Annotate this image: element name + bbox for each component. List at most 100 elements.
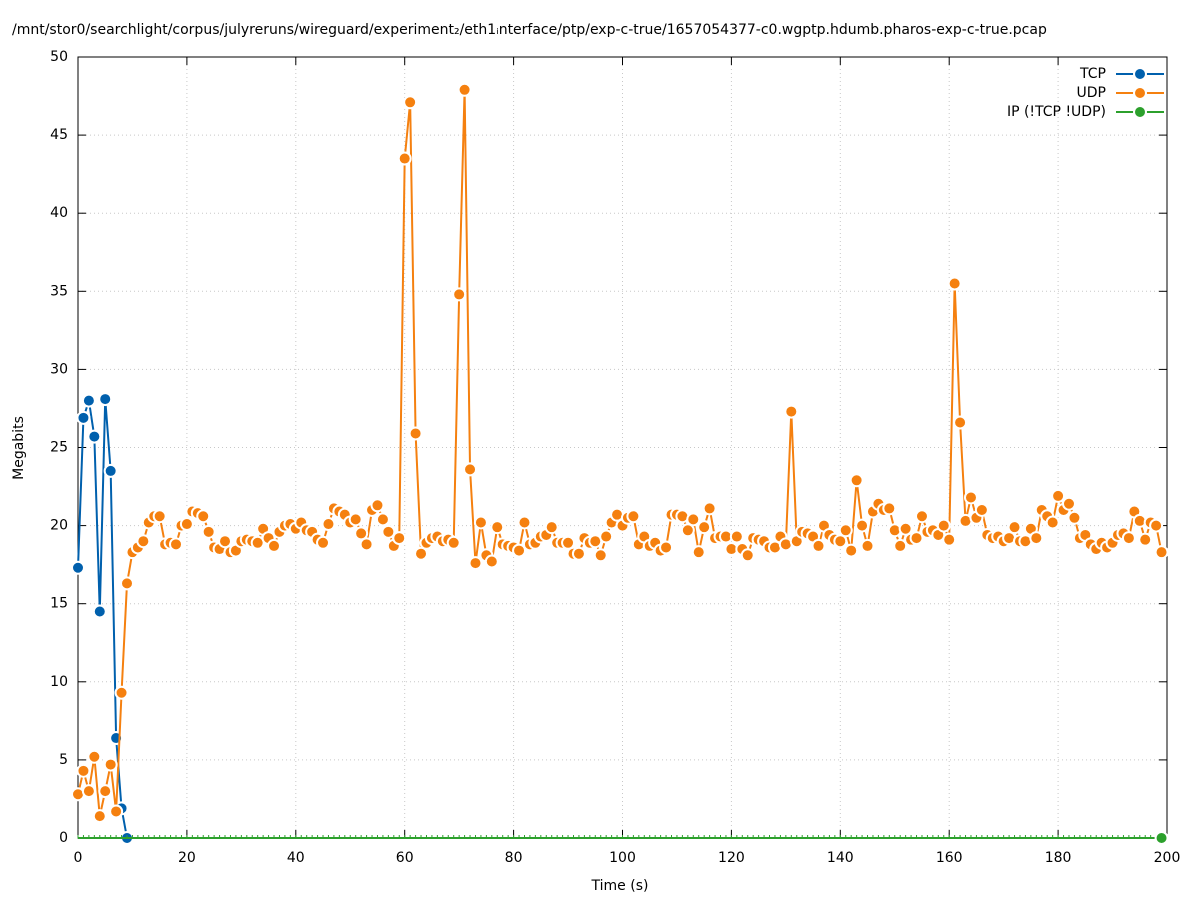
x-tick-label: 120 — [718, 850, 745, 866]
data-point — [898, 521, 913, 536]
data-point — [593, 548, 608, 563]
x-tick-label: 0 — [74, 850, 83, 866]
data-point — [914, 509, 929, 524]
y-tick-label: 25 — [50, 440, 68, 456]
data-point — [1154, 831, 1169, 845]
data-point — [76, 410, 91, 425]
data-point — [953, 415, 968, 430]
data-point — [267, 538, 282, 553]
data-point — [414, 546, 429, 561]
data-point — [659, 540, 674, 555]
data-point — [87, 429, 102, 444]
legend-label: TCP — [1079, 66, 1106, 82]
data-point — [942, 532, 957, 547]
legend-swatch — [1133, 105, 1147, 119]
y-tick-label: 15 — [50, 596, 68, 612]
data-point — [392, 531, 407, 546]
data-point — [370, 498, 385, 513]
data-point — [408, 426, 423, 441]
data-point — [452, 287, 467, 302]
data-point — [702, 501, 717, 516]
data-point — [784, 404, 799, 419]
y-tick-label: 30 — [50, 361, 68, 377]
data-point — [838, 523, 853, 538]
data-point — [1045, 515, 1060, 530]
data-point — [98, 392, 113, 407]
y-tick-label: 0 — [59, 830, 68, 846]
data-point — [179, 517, 194, 532]
chart-title: /mnt/stor0/searchlight/corpus/julyreruns… — [12, 22, 1047, 38]
data-point — [71, 560, 85, 575]
legend-label: UDP — [1077, 85, 1106, 101]
data-point — [855, 518, 870, 533]
data-point — [963, 490, 978, 505]
x-tick-label: 20 — [178, 850, 196, 866]
data-point — [359, 537, 374, 552]
data-point — [403, 95, 418, 110]
x-tick-label: 40 — [287, 850, 305, 866]
y-tick-label: 20 — [50, 518, 68, 534]
data-point — [103, 463, 118, 478]
data-point — [473, 515, 488, 530]
legend-swatch — [1133, 67, 1147, 81]
data-point — [81, 393, 96, 408]
data-point — [599, 529, 614, 544]
data-point — [457, 82, 472, 97]
data-point — [446, 535, 461, 550]
data-point — [680, 523, 695, 538]
legend-label: IP (!TCP !UDP) — [1007, 104, 1106, 120]
data-point — [909, 531, 924, 546]
data-point — [729, 529, 744, 544]
data-point — [517, 515, 532, 530]
data-point — [1061, 496, 1076, 511]
data-point — [152, 509, 167, 524]
data-point — [381, 524, 396, 539]
data-point — [893, 538, 908, 553]
data-point — [76, 763, 91, 778]
x-tick-label: 60 — [396, 850, 414, 866]
data-point — [686, 512, 701, 527]
y-tick-label: 45 — [50, 127, 68, 143]
y-tick-label: 50 — [50, 49, 68, 65]
data-point — [544, 520, 559, 535]
data-point — [81, 784, 96, 799]
y-tick-label: 10 — [50, 674, 68, 690]
data-point — [811, 538, 826, 553]
data-point — [626, 509, 641, 524]
y-axis-label: Megabits — [11, 416, 27, 480]
data-point — [201, 524, 216, 539]
data-point — [974, 502, 989, 517]
x-tick-label: 100 — [609, 850, 636, 866]
y-tick-label: 40 — [50, 205, 68, 221]
data-point — [92, 809, 107, 824]
data-point — [484, 554, 499, 569]
data-point — [1138, 532, 1153, 547]
data-point — [691, 545, 706, 560]
data-point — [196, 509, 211, 524]
data-point — [120, 576, 135, 591]
data-point — [571, 546, 586, 561]
data-point — [1051, 488, 1066, 503]
data-point — [218, 534, 233, 549]
data-point — [697, 520, 712, 535]
y-tick-label: 35 — [50, 283, 68, 299]
data-point — [92, 604, 107, 619]
data-point — [860, 538, 875, 553]
data-point — [833, 534, 848, 549]
data-point — [490, 520, 505, 535]
x-tick-label: 160 — [936, 850, 963, 866]
data-point — [512, 543, 527, 558]
data-point — [1029, 531, 1044, 546]
data-point — [1007, 520, 1022, 535]
data-point — [844, 543, 859, 558]
x-axis-label: Time (s) — [591, 878, 649, 894]
data-point — [936, 518, 951, 533]
data-point — [348, 512, 363, 527]
data-point — [98, 784, 113, 799]
legend-swatch — [1133, 86, 1147, 100]
data-point — [103, 757, 118, 772]
series-line — [77, 89, 1163, 817]
data-point — [1067, 510, 1082, 525]
data-point — [87, 749, 102, 764]
